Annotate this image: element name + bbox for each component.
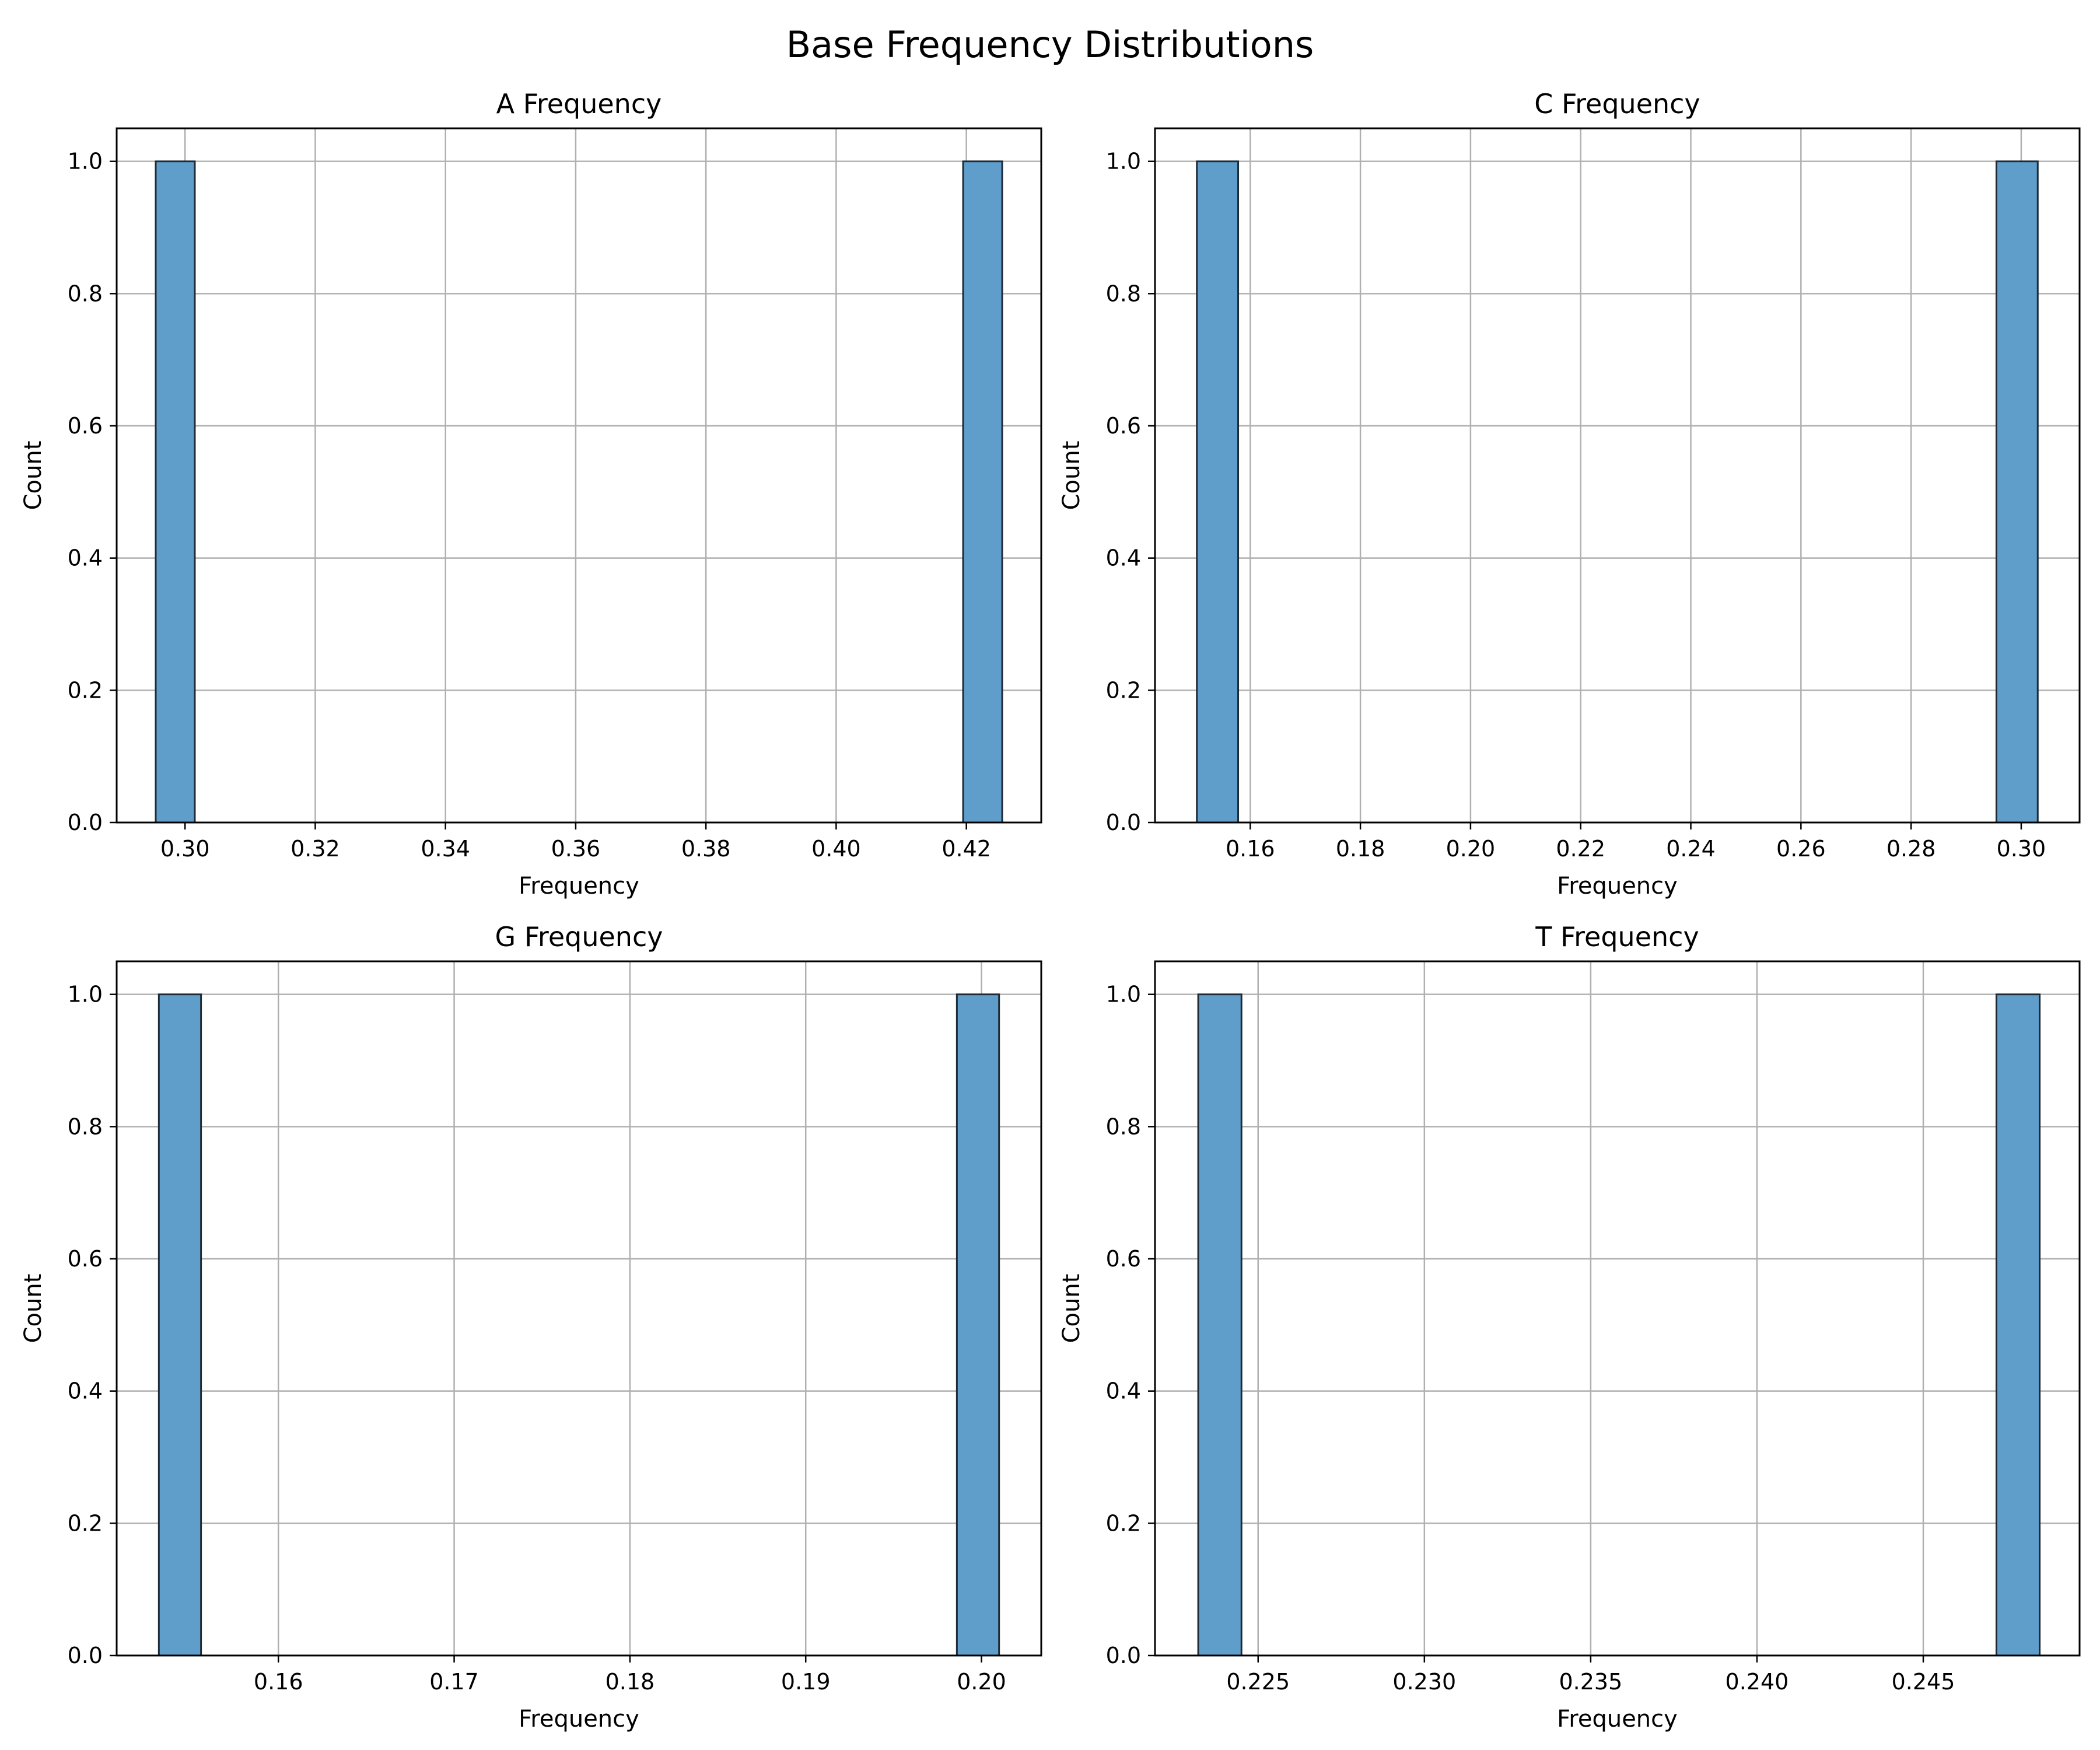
y-tick-label: 0.6 (68, 413, 103, 439)
y-tick-label: 0.6 (1106, 1246, 1141, 1272)
x-tick-label: 0.19 (781, 1669, 831, 1695)
x-tick-label: 0.34 (421, 836, 470, 862)
y-tick-label: 0.0 (68, 1643, 103, 1668)
panel-title: A Frequency (496, 88, 662, 120)
x-tick-label: 0.24 (1666, 836, 1716, 862)
chart-panel-2: 0.16 0.17 0.18 0.19 0.20 0.0 0.2 0.4 0.6 0.8 1.0 G … (20, 921, 1042, 1732)
y-tick-label: 0.0 (1106, 1643, 1141, 1668)
axes-frame (116, 127, 1042, 824)
x-tick-label: 0.22 (1556, 836, 1605, 862)
y-tick-label: 0.4 (68, 1378, 103, 1404)
x-tick-label: 0.28 (1887, 836, 1936, 862)
y-axis-label: Count (1058, 441, 1085, 510)
panel-title: G Frequency (495, 921, 663, 953)
y-tick-label: 1.0 (68, 982, 103, 1007)
x-axis-label: Frequency (519, 1706, 639, 1732)
x-axis-label: Frequency (1557, 1706, 1678, 1732)
x-tick-label: 0.245 (1892, 1669, 1955, 1695)
x-tick-label: 0.42 (942, 836, 991, 862)
y-axis-label: Count (20, 441, 47, 510)
x-tick-label: 0.240 (1726, 1669, 1789, 1695)
y-tick-label: 0.8 (68, 281, 103, 306)
y-tick-label: 0.6 (68, 1246, 103, 1272)
histogram-bar (962, 160, 1003, 824)
y-tick-label: 0.2 (1106, 677, 1141, 703)
y-tick-label: 0.8 (1106, 1114, 1141, 1139)
x-axis-label: Frequency (519, 873, 639, 900)
y-tick-label: 0.6 (1106, 413, 1141, 439)
y-tick-label: 0.2 (68, 677, 103, 703)
histogram-bar (1197, 993, 1242, 1657)
x-tick-label: 0.17 (429, 1669, 479, 1695)
histogram-bar (956, 993, 1000, 1657)
chart-panel-0: 0.30 0.32 0.34 0.36 0.38 0.40 0.42 0.0 0.2 0.4 0.6… (20, 88, 1042, 900)
histogram-bar (155, 160, 196, 824)
chart-panel-1: 0.16 0.18 0.20 0.22 0.24 0.26 0.28 0.30 0.0 0.2 0.… (1058, 88, 2081, 900)
x-tick-label: 0.230 (1392, 1669, 1456, 1695)
panel-title: C Frequency (1534, 88, 1700, 120)
y-tick-label: 0.2 (1106, 1510, 1141, 1536)
y-tick-label: 0.0 (1106, 810, 1141, 835)
x-tick-label: 0.20 (957, 1669, 1006, 1695)
y-tick-label: 0.8 (1106, 281, 1141, 306)
y-tick-label: 1.0 (1106, 149, 1141, 174)
x-axis-label: Frequency (1557, 873, 1678, 900)
x-tick-label: 0.225 (1226, 1669, 1290, 1695)
x-tick-label: 0.36 (551, 836, 601, 862)
panel-title: T Frequency (1535, 921, 1699, 953)
y-axis-label: Count (1058, 1274, 1085, 1343)
y-tick-label: 0.4 (1106, 545, 1141, 571)
x-tick-label: 0.18 (606, 1669, 655, 1695)
x-tick-label: 0.32 (290, 836, 340, 862)
x-tick-label: 0.20 (1446, 836, 1496, 862)
y-tick-label: 1.0 (68, 149, 103, 174)
figure-title: Base Frequency Distributions (786, 23, 1314, 66)
x-tick-label: 0.26 (1776, 836, 1826, 862)
axes-frame (1154, 127, 2081, 824)
histogram-bar (1995, 993, 2041, 1657)
y-tick-label: 0.0 (68, 810, 103, 835)
x-tick-label: 0.30 (1997, 836, 2046, 862)
x-tick-label: 0.18 (1336, 836, 1385, 862)
x-tick-label: 0.38 (681, 836, 731, 862)
y-tick-label: 0.4 (68, 545, 103, 571)
y-tick-label: 0.4 (1106, 1378, 1141, 1404)
axes-frame (116, 960, 1042, 1657)
y-tick-label: 0.8 (68, 1114, 103, 1139)
y-axis-label: Count (20, 1274, 47, 1343)
x-tick-label: 0.16 (254, 1669, 303, 1695)
x-tick-label: 0.40 (811, 836, 861, 862)
histogram-bar (158, 993, 202, 1657)
chart-panel-3: 0.225 0.230 0.235 0.240 0.245 0.0 0.2 0.4 0.6 0.8… (1058, 921, 2081, 1732)
x-tick-label: 0.16 (1226, 836, 1275, 862)
axes-frame (1154, 960, 2081, 1657)
x-tick-label: 0.235 (1559, 1669, 1622, 1695)
histogram-bar (1995, 160, 2039, 824)
histogram-bar (1196, 160, 1240, 824)
y-tick-label: 1.0 (1106, 982, 1141, 1007)
x-tick-label: 0.30 (160, 836, 210, 862)
y-tick-label: 0.2 (68, 1510, 103, 1536)
